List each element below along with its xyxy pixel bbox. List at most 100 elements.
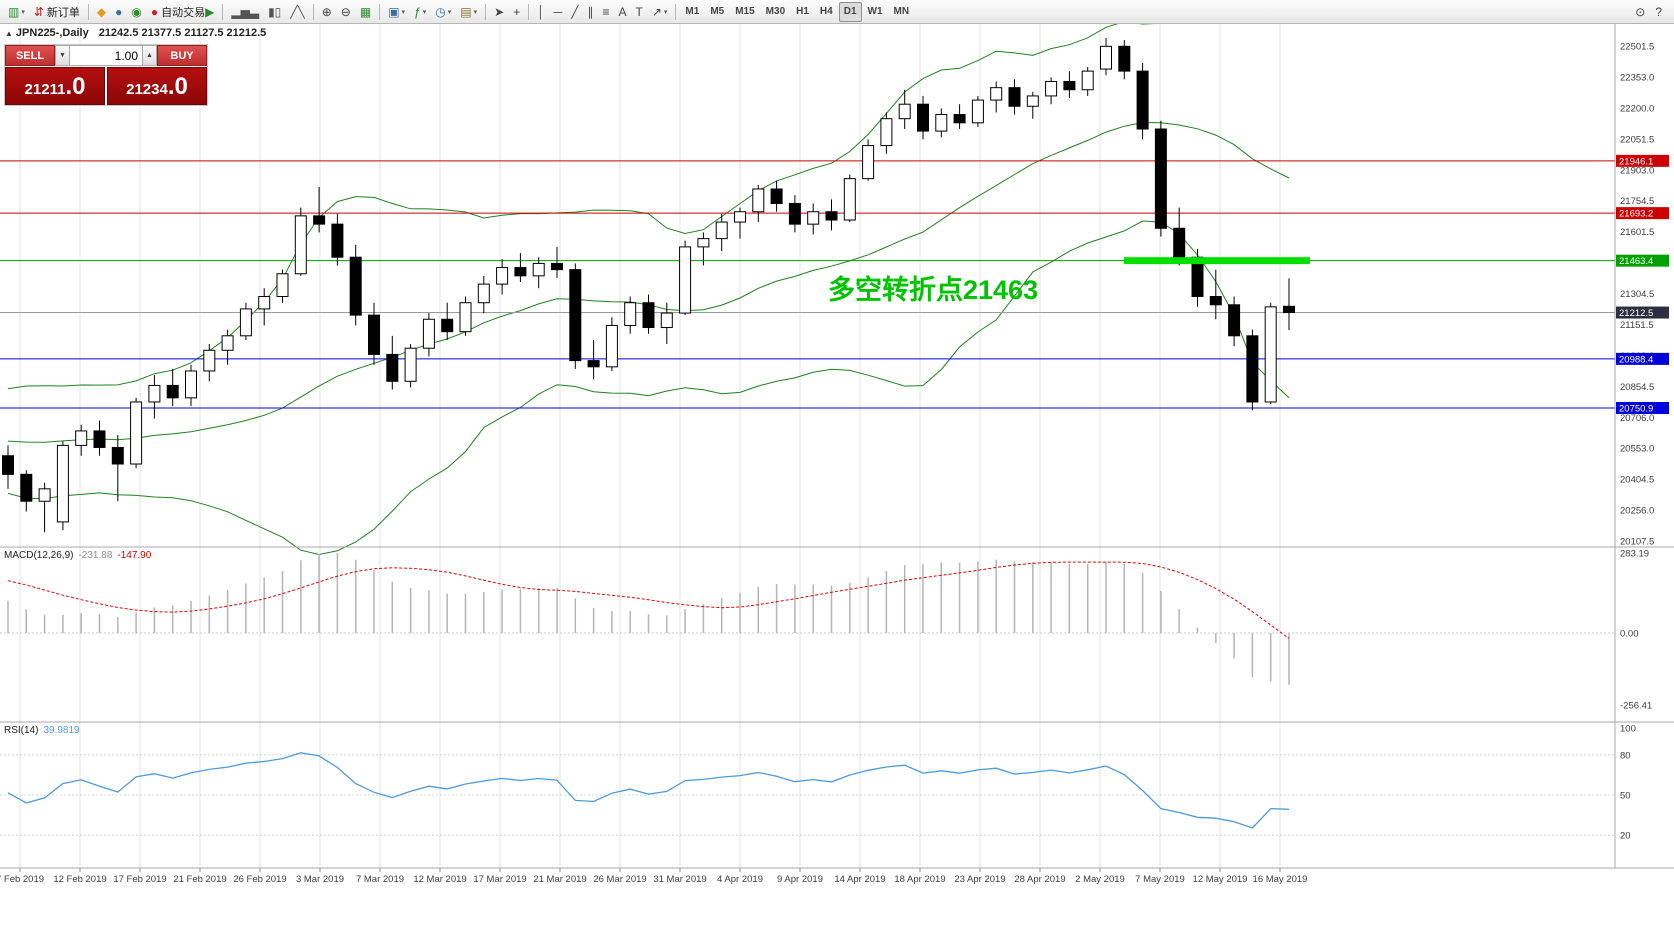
buy-button[interactable]: BUY xyxy=(157,45,207,66)
channel-button[interactable]: ∥ xyxy=(583,2,597,22)
periods-button-glyph: ◷ xyxy=(435,4,446,19)
svg-text:9 Apr 2019: 9 Apr 2019 xyxy=(777,874,823,885)
help-icon-glyph: ? xyxy=(1655,4,1662,19)
svg-text:21693.2: 21693.2 xyxy=(1619,209,1653,220)
timeframe-h1[interactable]: H1 xyxy=(791,2,814,22)
timeframe-mn[interactable]: MN xyxy=(889,2,915,22)
svg-text:20988.4: 20988.4 xyxy=(1619,354,1653,365)
arrows-button[interactable]: ↗ ▾ xyxy=(648,2,672,22)
cursor-button[interactable]: ➤ xyxy=(490,2,508,22)
one-click-trading-panel: SELL ▼ ▲ BUY 21211.0 21234.0 xyxy=(5,45,207,105)
rsi-name: RSI(14) xyxy=(4,725,39,736)
volume-input[interactable] xyxy=(70,45,142,66)
search-icon-glyph: ⊙ xyxy=(1635,4,1646,19)
svg-text:21304.5: 21304.5 xyxy=(1620,289,1654,300)
text-button[interactable]: A xyxy=(614,2,630,22)
svg-text:28 Apr 2019: 28 Apr 2019 xyxy=(1014,874,1065,885)
toolbar-items: ▥ ▾ ⇵ 新订单 ◆ ● ◉ ● 自动交易 ▶ ▂▅▃ ▮▯ ╱╲ ⊕ ⊖ ▦ ▣ ▾ ƒ ▾ ◷ ▾ ▤ ▾ ➤ + │ ─ ╱ ∥ ≡… xyxy=(4,1,915,22)
indicators-button-dropdown[interactable]: ▾ xyxy=(422,8,427,16)
timeframe-w1[interactable]: W1 xyxy=(863,2,888,22)
toolbar-separator xyxy=(87,3,89,20)
svg-text:7 Mar 2019: 7 Mar 2019 xyxy=(356,874,404,885)
trendline-button[interactable]: ╱ xyxy=(567,2,582,22)
label-button-glyph: T xyxy=(635,4,643,19)
history-center-icon-glyph: ◆ xyxy=(96,4,107,19)
timeframe-h4[interactable]: H4 xyxy=(815,2,838,22)
arrows-button-dropdown[interactable]: ▾ xyxy=(663,8,668,16)
auto-trading-button[interactable]: ● 自动交易 ▶ xyxy=(147,2,218,22)
timeframe-w1-label: W1 xyxy=(867,6,883,17)
indicators-button[interactable]: ƒ ▾ xyxy=(410,2,430,22)
svg-text:-256.41: -256.41 xyxy=(1620,701,1652,712)
toolbar-separator xyxy=(222,3,224,20)
timeframe-m15-label: M15 xyxy=(735,6,755,17)
fibonacci-button[interactable]: ≡ xyxy=(598,2,613,22)
svg-text:21946.1: 21946.1 xyxy=(1619,156,1653,167)
svg-text:17 Feb 2019: 17 Feb 2019 xyxy=(113,874,166,885)
zoom-in-button-glyph: ⊕ xyxy=(321,4,332,19)
templates-button-glyph: ▤ xyxy=(460,4,472,19)
history-center-icon[interactable]: ◆ xyxy=(93,2,110,22)
macd-indicator-label: MACD(12,26,9) -231.88 -147.90 xyxy=(4,550,151,561)
crosshair-button[interactable]: + xyxy=(509,2,524,22)
svg-text:26 Feb 2019: 26 Feb 2019 xyxy=(233,874,286,885)
svg-text:12 Mar 2019: 12 Mar 2019 xyxy=(413,874,466,885)
bar-chart-mode-button-glyph: ▂▅▃ xyxy=(231,4,260,19)
tile-windows-button-glyph: ▣ xyxy=(388,4,400,19)
line-chart-mode-button[interactable]: ╱╲ xyxy=(286,2,308,22)
candlestick-mode-button[interactable]: ▮▯ xyxy=(264,2,285,22)
search-icon[interactable]: ⊙ xyxy=(1631,2,1649,22)
trade-panel-prices: 21211.0 21234.0 xyxy=(5,67,207,105)
volume-step-up-button[interactable]: ▲ xyxy=(142,45,157,66)
buy-price-display[interactable]: 21234.0 xyxy=(107,67,207,105)
new-chart-button[interactable]: ▥ ▾ xyxy=(4,2,29,22)
auto-trading-button-glyph: ● xyxy=(150,4,159,19)
timeframe-m15[interactable]: M15 xyxy=(730,2,759,22)
svg-text:17 Mar 2019: 17 Mar 2019 xyxy=(473,874,526,885)
svg-text:50: 50 xyxy=(1620,791,1631,802)
toolbar-separator xyxy=(379,3,381,20)
vertical-line-button-glyph: │ xyxy=(537,4,545,19)
sell-price-display[interactable]: 21211.0 xyxy=(5,67,105,105)
price-chart[interactable]: 7 Feb 2019 12 Feb 2019 17 Feb 2019 21 Feb 2… xyxy=(0,24,1674,946)
timeframe-m1-label: M1 xyxy=(685,6,700,17)
refresh-icon[interactable]: ◉ xyxy=(127,2,145,22)
volume-dropdown-button[interactable]: ▼ xyxy=(55,45,70,66)
chart-area[interactable]: 7 Feb 2019 12 Feb 2019 17 Feb 2019 21 Feb 2… xyxy=(0,24,1674,946)
svg-text:21151.5: 21151.5 xyxy=(1620,320,1654,331)
tile-windows-button[interactable]: ▣ ▾ xyxy=(384,2,409,22)
svg-text:0.00: 0.00 xyxy=(1620,629,1639,640)
channel-button-glyph: ∥ xyxy=(587,4,594,19)
sell-button[interactable]: SELL xyxy=(5,45,55,66)
zoom-out-button[interactable]: ⊖ xyxy=(337,2,355,22)
timeframe-d1[interactable]: D1 xyxy=(838,1,862,22)
templates-button-dropdown[interactable]: ▾ xyxy=(473,8,478,16)
horizontal-line-button[interactable]: ─ xyxy=(550,2,567,22)
chart-symbol-label: ▲ JPN225-,Daily 21242.5 21377.5 21127.5 21… xyxy=(5,27,266,39)
new-chart-button-dropdown[interactable]: ▾ xyxy=(21,8,25,16)
timeframe-m30[interactable]: M30 xyxy=(761,2,790,22)
help-icon[interactable]: ? xyxy=(1651,2,1666,22)
timeframe-m1[interactable]: M1 xyxy=(680,2,704,22)
grid-button[interactable]: ▦ xyxy=(356,2,375,22)
vertical-line-button[interactable]: │ xyxy=(533,2,549,22)
timeframe-m5[interactable]: M5 xyxy=(705,2,729,22)
candlestick-mode-button-glyph: ▮▯ xyxy=(268,4,282,19)
new-order-button[interactable]: ⇵ 新订单 xyxy=(30,2,84,22)
bar-chart-mode-button[interactable]: ▂▅▃ xyxy=(227,2,263,22)
templates-button[interactable]: ▤ ▾ xyxy=(456,2,481,22)
timeframe-d1-label: D1 xyxy=(843,6,857,17)
periods-button-dropdown[interactable]: ▾ xyxy=(447,8,452,16)
svg-text:20706.0: 20706.0 xyxy=(1620,413,1654,424)
svg-text:2 May 2019: 2 May 2019 xyxy=(1075,874,1125,885)
svg-text:21903.0: 21903.0 xyxy=(1620,165,1654,176)
tile-windows-button-dropdown[interactable]: ▾ xyxy=(401,8,406,16)
label-button[interactable]: T xyxy=(631,2,646,22)
timeframe-m30-label: M30 xyxy=(765,6,786,17)
profile-icon[interactable]: ● xyxy=(111,2,126,22)
crosshair-button-glyph: + xyxy=(513,4,521,19)
buy-price-frac: .0 xyxy=(167,73,188,100)
periods-button[interactable]: ◷ ▾ xyxy=(431,2,455,22)
zoom-in-button[interactable]: ⊕ xyxy=(318,2,336,22)
collapse-triangle-icon[interactable]: ▲ xyxy=(5,29,13,38)
